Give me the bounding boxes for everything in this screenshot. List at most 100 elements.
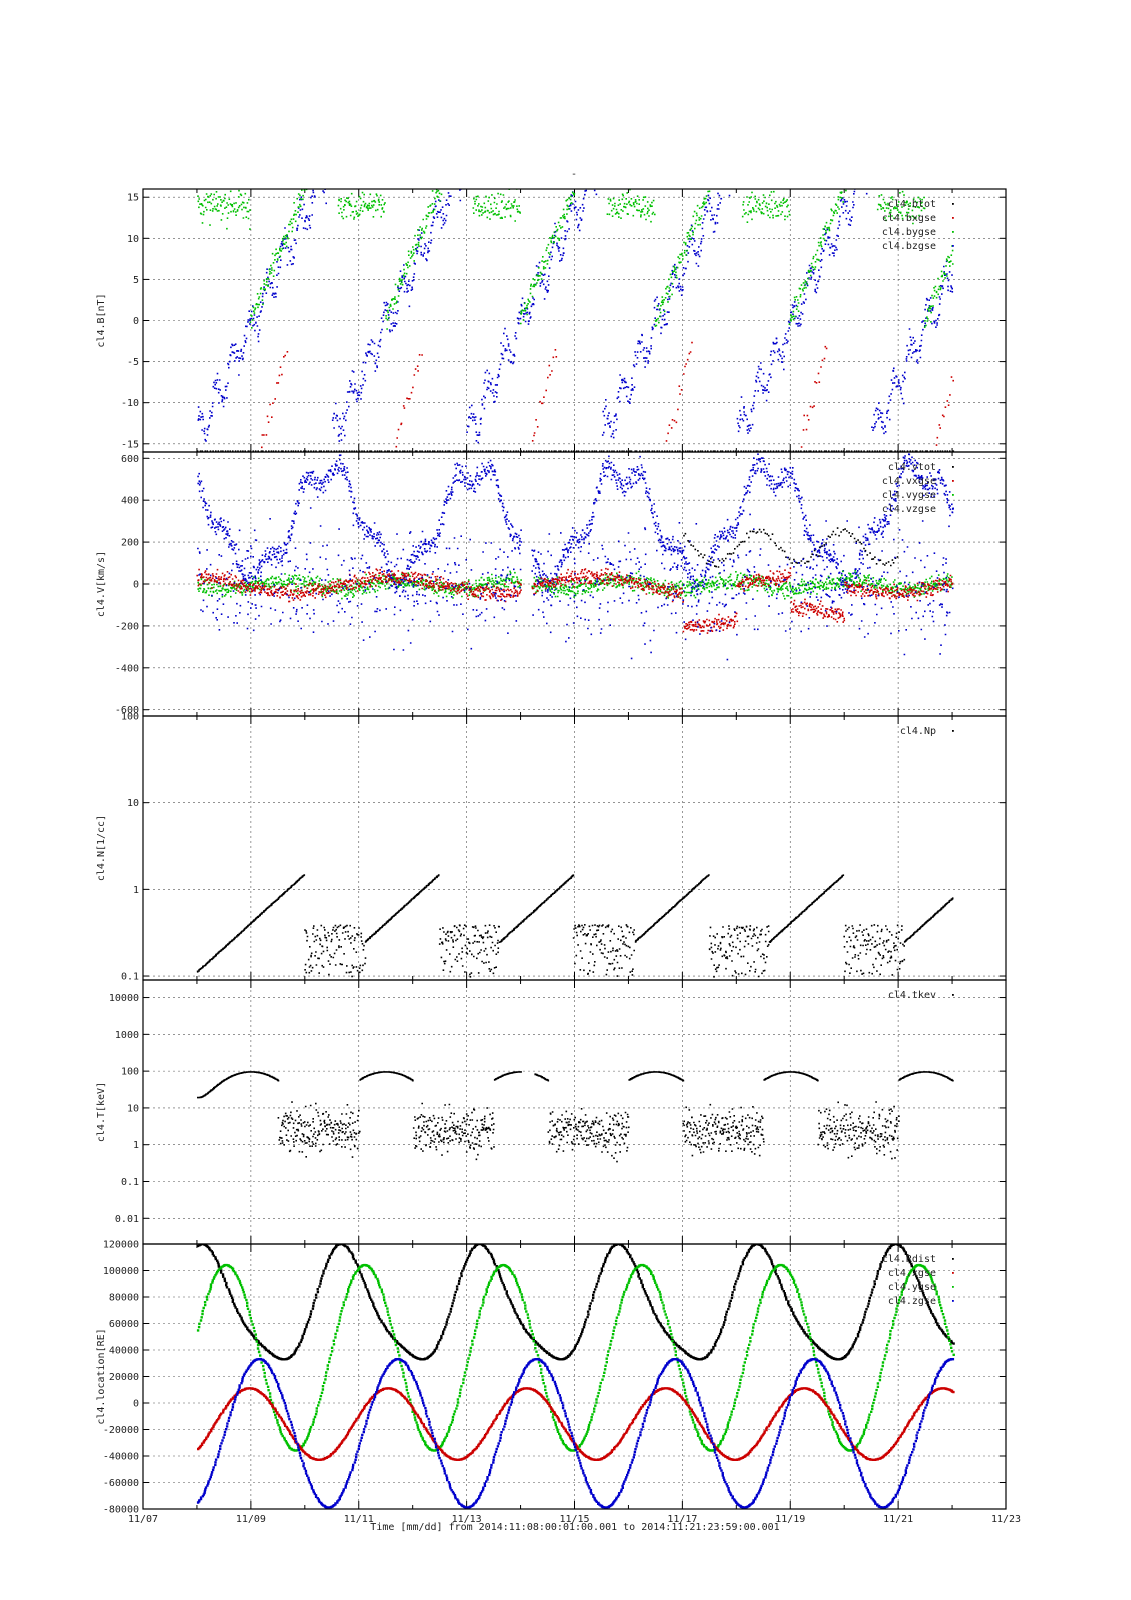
y-tick-label: 0.1	[121, 972, 139, 983]
y-tick-label: -5	[127, 357, 139, 368]
series-layer	[196, 189, 955, 452]
legend-marker	[952, 730, 954, 732]
tkev-points	[197, 1071, 954, 1163]
y-tick-label: 1	[133, 885, 139, 896]
y-tick-label: -200	[115, 621, 139, 632]
bzgse-points	[197, 189, 954, 444]
panel-3: 100 10 1 0.1 cl4.N[1/cc] cl4.Np	[96, 712, 1007, 983]
legend-entry: cl4.vxgse	[882, 476, 936, 487]
y-tick-label: 1000	[115, 1030, 139, 1041]
x-tick-label: 11/11	[344, 1514, 374, 1525]
y-tick-label: 100000	[103, 1266, 139, 1277]
y-tick-label: 20000	[109, 1372, 139, 1383]
legend-marker	[952, 994, 954, 996]
y-tick-label: -40000	[103, 1452, 139, 1463]
legend-entry: cl4.bxgse	[882, 213, 936, 224]
legend-entry: cl4.vygse	[882, 490, 936, 501]
y-tick-label: 100	[121, 712, 139, 723]
np-points	[196, 874, 954, 978]
y-tick-label: 10	[127, 798, 139, 809]
bxgse-points	[261, 341, 954, 449]
legend-marker	[952, 217, 954, 219]
y-tick-label: 0	[133, 1399, 139, 1410]
x-tick-label: 11/15	[559, 1514, 589, 1525]
y-tick-label: 15	[127, 193, 139, 204]
series-layer	[196, 453, 954, 661]
x-tick-label: 11/23	[991, 1514, 1021, 1525]
legend-entry: cl4.vtot	[888, 462, 936, 473]
panel-1: 15 10 5 0 -5 -10 -15 cl4.B[nT] cl4.btot cl4.bxgse…	[96, 188, 1007, 453]
y-tick-label: -15	[121, 439, 139, 450]
y-axis-label: cl4.location[RE]	[96, 1328, 107, 1424]
y-tick-label: 100	[121, 1067, 139, 1078]
x-tick-label: 11/19	[775, 1514, 805, 1525]
legend-marker	[952, 480, 954, 482]
series-layer	[196, 874, 954, 978]
y-tick-label: -10	[121, 398, 139, 409]
y-tick-label: 200	[121, 538, 139, 549]
vtot-points	[683, 527, 899, 568]
y-tick-label: -400	[115, 663, 139, 674]
legend-marker	[952, 1258, 954, 1260]
legend-entry: cl4.tkev	[888, 990, 936, 1001]
y-tick-label: 80000	[109, 1293, 139, 1304]
legend-marker	[952, 1286, 954, 1288]
y-tick-label: 10	[127, 1103, 139, 1114]
x-tick-label: 11/17	[667, 1514, 697, 1525]
y-tick-label: 600	[121, 454, 139, 465]
vzgse-points	[197, 453, 954, 601]
legend-marker	[952, 1300, 954, 1302]
legend-marker	[952, 1272, 954, 1274]
x-tick-label: 11/21	[883, 1514, 913, 1525]
legend-marker	[952, 245, 954, 247]
x-axis-label: Time [mm/dd] from 2014:11:08:00:01:00.00…	[370, 1522, 779, 1533]
series-layer	[196, 1244, 955, 1509]
y-tick-label: 400	[121, 496, 139, 507]
legend-marker	[952, 508, 954, 510]
y-tick-label: -20000	[103, 1425, 139, 1436]
y-tick-label: 0	[133, 316, 139, 327]
legend-entry: cl4.bzgse	[882, 241, 936, 252]
y-tick-label: -60000	[103, 1478, 139, 1489]
bygse-points	[197, 189, 954, 330]
y-tick-label: 10	[127, 234, 139, 245]
x-tick-label: 11/13	[452, 1514, 482, 1525]
y-tick-label: 5	[133, 275, 139, 286]
panel-frame	[142, 1243, 1007, 1510]
legend-entry: cl4.xgse	[888, 1268, 936, 1279]
y-tick-label: 60000	[109, 1319, 139, 1330]
y-tick-label: -600	[115, 705, 139, 716]
legend-marker	[952, 231, 954, 233]
y-tick-label: 40000	[109, 1346, 139, 1357]
legend-entry: cl4.ygse	[888, 1282, 936, 1293]
series-layer	[197, 1071, 954, 1163]
y-tick-label: 0.1	[121, 1177, 139, 1188]
y-axis-label: cl4.B[nT]	[96, 293, 107, 347]
panel-2: 600 400 200 0 -200 -400 -600 cl4.V[km/s] cl4.vto…	[96, 451, 1007, 717]
x-tick-label: 11/07	[128, 1514, 158, 1525]
legend-entry: cl4.vzgse	[882, 504, 936, 515]
y-tick-label: 1	[133, 1140, 139, 1151]
panel-4: 10000 1000 100 10 1 0.1 0.01 cl4.T[keV] cl4.tkev	[96, 979, 1007, 1245]
y-tick-label: 10000	[109, 993, 139, 1004]
rdist-points	[196, 1244, 955, 1361]
y-tick-label: -80000	[103, 1505, 139, 1516]
y-axis-label: cl4.N[1/cc]	[96, 815, 107, 881]
legend-entry: cl4.btot	[888, 199, 936, 210]
y-tick-label: 0	[133, 580, 139, 591]
legend-entry: cl4.Rdist	[882, 1254, 936, 1265]
y-tick-label: 120000	[103, 1240, 139, 1251]
chart-title: -	[571, 169, 577, 180]
y-axis-label: cl4.V[km/s]	[96, 551, 107, 617]
legend-entry: cl4.bygse	[882, 227, 936, 238]
y-axis-label: cl4.T[keV]	[96, 1082, 107, 1142]
x-tick-label: 11/09	[236, 1514, 266, 1525]
panel-5: 120000 100000 80000 60000 40000 20000 0 -20000 -…	[96, 1240, 1007, 1516]
legend-marker	[952, 466, 954, 468]
legend-entry: cl4.zgse	[888, 1296, 936, 1307]
legend-entry: cl4.Np	[900, 726, 936, 737]
legend-marker	[952, 494, 954, 496]
y-tick-label: 0.01	[115, 1214, 139, 1225]
zgse-points	[196, 1358, 955, 1509]
